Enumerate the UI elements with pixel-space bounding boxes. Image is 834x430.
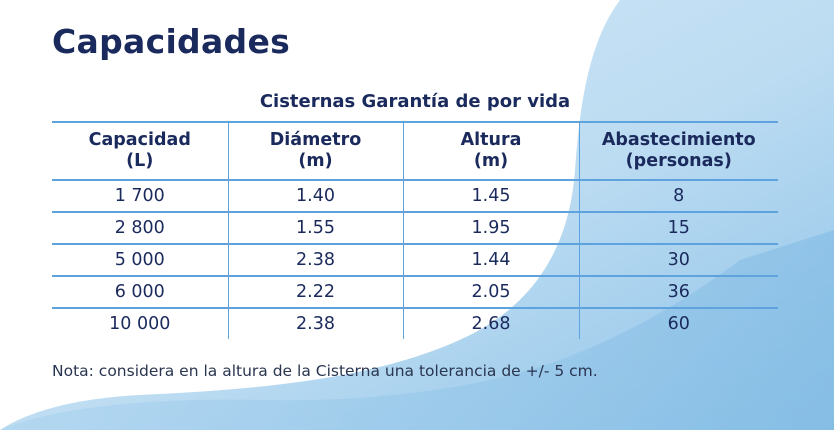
table-row: 10 000 2.38 2.68 60	[52, 308, 778, 339]
table-row: 2 800 1.55 1.95 15	[52, 212, 778, 244]
cell-capacity: 5 000	[52, 244, 229, 276]
header-diameter: Diámetro (m)	[227, 122, 404, 180]
cell-diameter: 2.38	[227, 244, 404, 276]
cell-supply: 60	[578, 308, 778, 339]
tolerance-note: Nota: considera en la altura de la Ciste…	[52, 362, 598, 380]
cell-height: 1.45	[402, 180, 580, 212]
table-row: 1 700 1.40 1.45 8	[52, 180, 778, 212]
cell-height: 1.95	[402, 212, 580, 244]
cell-diameter: 1.55	[227, 212, 404, 244]
page-title: Capacidades	[52, 22, 291, 61]
cell-diameter: 2.22	[227, 276, 404, 308]
header-capacity: Capacidad (L)	[52, 122, 229, 180]
cell-supply: 30	[578, 244, 778, 276]
cell-height: 1.44	[402, 244, 580, 276]
header-supply: Abastecimiento (personas)	[578, 122, 778, 180]
cell-capacity: 1 700	[52, 180, 229, 212]
cell-diameter: 2.38	[227, 308, 404, 339]
cell-supply: 15	[578, 212, 778, 244]
table-caption: Cisternas Garantía de por vida	[259, 91, 571, 112]
table-row: 5 000 2.38 1.44 30	[52, 244, 778, 276]
cell-diameter: 1.40	[227, 180, 404, 212]
cell-height: 2.05	[402, 276, 580, 308]
cell-supply: 36	[578, 276, 778, 308]
cell-capacity: 6 000	[52, 276, 229, 308]
table-header-row: Capacidad (L) Diámetro (m) Altura (m) Ab…	[52, 122, 778, 180]
table-row: 6 000 2.22 2.05 36	[52, 276, 778, 308]
cell-height: 2.68	[402, 308, 580, 339]
cell-capacity: 10 000	[52, 308, 229, 339]
cell-supply: 8	[578, 180, 778, 212]
cell-capacity: 2 800	[52, 212, 229, 244]
capacities-table: Capacidad (L) Diámetro (m) Altura (m) Ab…	[52, 121, 778, 339]
header-height: Altura (m)	[402, 122, 580, 180]
